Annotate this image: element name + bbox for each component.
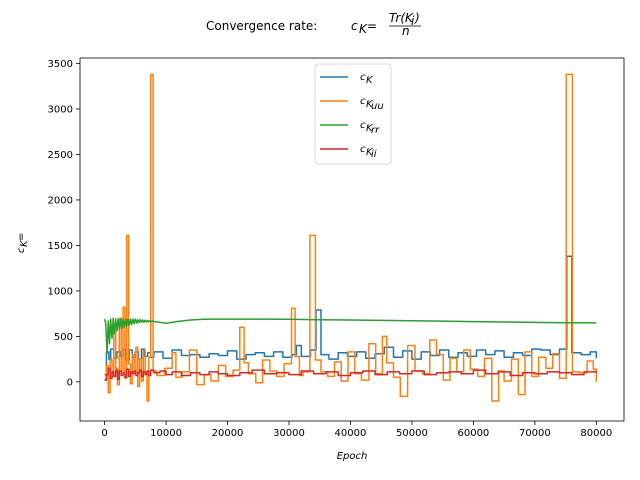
chart-title: Convergence rate: c K = Tr(K i ) n bbox=[206, 11, 421, 38]
legend-label: c bbox=[360, 120, 366, 131]
series-line-2 bbox=[103, 317, 597, 355]
legend-label-subsub: uu bbox=[371, 101, 384, 112]
y-tick-label: 2500 bbox=[48, 150, 73, 161]
title-eq: = bbox=[367, 19, 377, 33]
series-line-1 bbox=[104, 73, 598, 402]
title-numerator: Tr(K bbox=[389, 11, 414, 25]
legend-label-sub: K bbox=[366, 75, 374, 86]
x-axis-title: Epoch bbox=[337, 451, 368, 462]
legend-box bbox=[314, 63, 392, 165]
title-lhs-sub: K bbox=[359, 22, 368, 36]
series-line-0 bbox=[104, 255, 598, 376]
x-tick-label: 40000 bbox=[335, 428, 367, 439]
x-axis-ticks: 0 10000 20000 30000 40000 50000 60000 70000 8000… bbox=[101, 421, 612, 439]
legend-label-subsub: ii bbox=[371, 149, 377, 160]
title-denominator: n bbox=[402, 24, 410, 38]
y-tick-label: 2000 bbox=[48, 195, 73, 206]
legend-label-sub: K bbox=[366, 99, 374, 110]
y-tick-label: 3000 bbox=[48, 104, 73, 115]
x-tick-label: 0 bbox=[101, 428, 107, 439]
legend-item: c Kii bbox=[320, 144, 377, 160]
legend-label-sub: K bbox=[366, 123, 374, 134]
x-tick-label: 10000 bbox=[150, 428, 182, 439]
ylabel-sub: K bbox=[19, 239, 30, 247]
title-numerator-sub: i bbox=[411, 14, 415, 28]
legend-label-sub: K bbox=[366, 147, 374, 158]
x-tick-label: 50000 bbox=[396, 428, 428, 439]
y-tick-label: 1000 bbox=[48, 286, 73, 297]
ylabel-eq: = bbox=[16, 233, 27, 241]
y-tick-label: 500 bbox=[54, 332, 73, 343]
legend-label-subsub: rr bbox=[371, 125, 380, 136]
legend-item: c Krr bbox=[320, 120, 380, 136]
y-axis-title: c K = bbox=[16, 233, 30, 253]
x-tick-label: 70000 bbox=[519, 428, 551, 439]
y-tick-label: 1500 bbox=[48, 241, 73, 252]
plot-area bbox=[103, 73, 598, 402]
legend-label: c bbox=[360, 96, 366, 107]
title-lhs: c bbox=[351, 19, 358, 33]
axes-frame bbox=[79, 57, 625, 422]
y-tick-label: 3500 bbox=[48, 59, 73, 70]
legend-label: c bbox=[360, 144, 366, 155]
x-tick-label: 60000 bbox=[457, 428, 489, 439]
y-axis-ticks: 0 500 1000 1500 2000 2500 3000 3500 bbox=[48, 59, 80, 388]
title-prefix: Convergence rate: bbox=[206, 19, 317, 33]
series-line-3 bbox=[104, 367, 598, 381]
legend-item: c Kuu bbox=[320, 96, 384, 112]
x-tick-label: 80000 bbox=[580, 428, 612, 439]
x-tick-label: 30000 bbox=[273, 428, 305, 439]
y-tick-label: 0 bbox=[67, 377, 73, 388]
x-tick-label: 20000 bbox=[212, 428, 244, 439]
title-fraction: Tr(K i ) n bbox=[389, 11, 421, 38]
title-numerator-close: ) bbox=[414, 11, 420, 25]
legend-label: c bbox=[360, 72, 366, 83]
ylabel-c: c bbox=[16, 247, 27, 253]
